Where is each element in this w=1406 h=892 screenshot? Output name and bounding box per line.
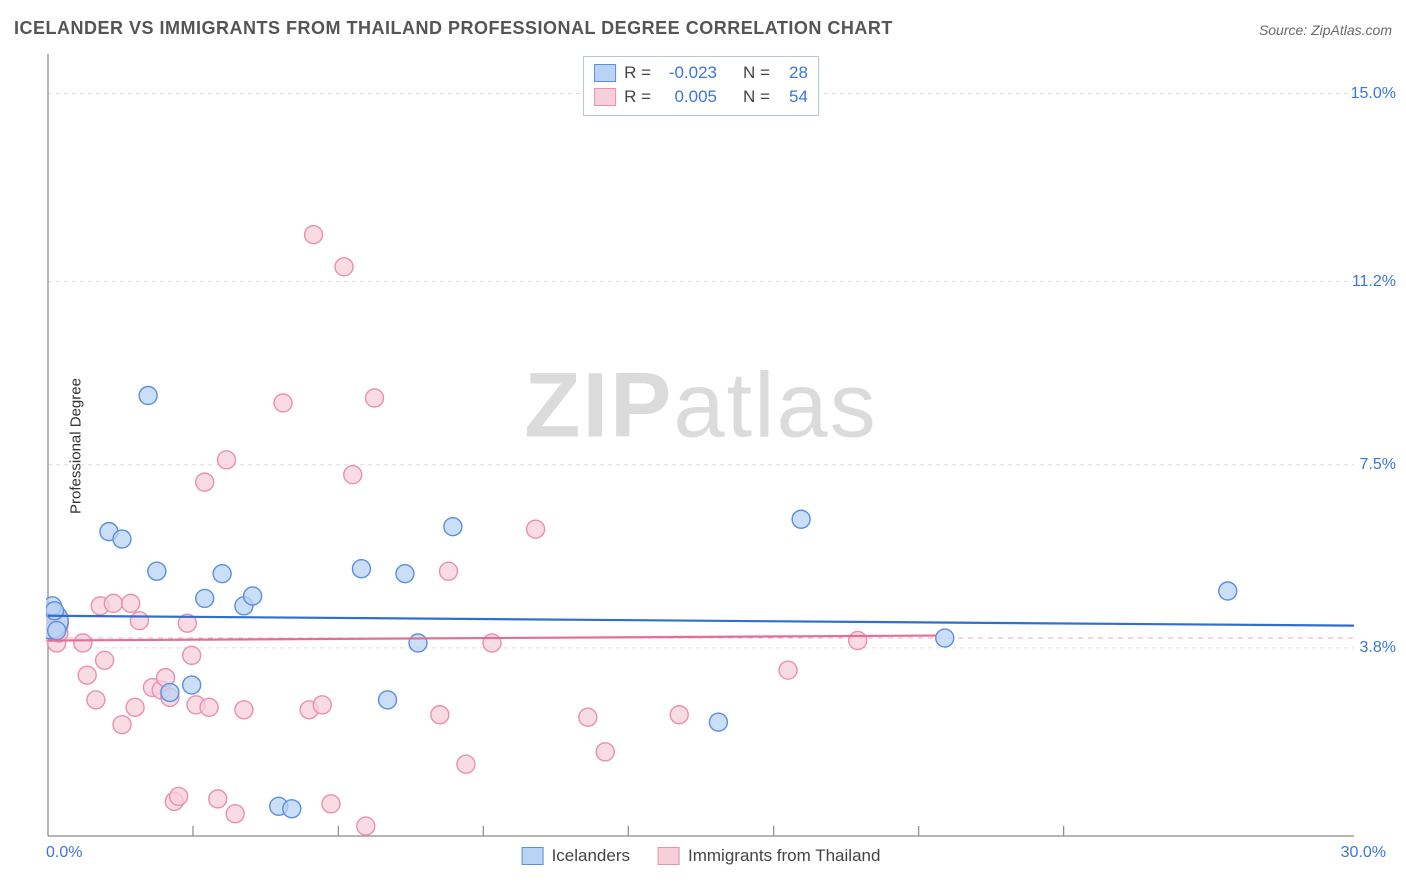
chart-area: ZIPatlas R =-0.023N =28R =0.005N =54 0.0… xyxy=(46,50,1356,840)
legend-item: Immigrants from Thailand xyxy=(658,846,880,866)
stat-n-label: N = xyxy=(743,61,770,85)
stats-legend-row: R = -0.023 N = 28 xyxy=(594,61,808,85)
stat-r-value: -0.023 xyxy=(659,61,717,85)
stats-legend: R = -0.023 N = 28 R = 0.005 N = 54 xyxy=(583,56,819,116)
legend-swatch-icon xyxy=(658,847,680,865)
stat-r-label: R = xyxy=(624,85,651,109)
scatter-chart xyxy=(46,50,1356,840)
legend-item: Icelanders xyxy=(522,846,630,866)
stat-n-value: 28 xyxy=(778,61,808,85)
stat-r-value: 0.005 xyxy=(659,85,717,109)
series-legend: Icelanders Immigrants from Thailand xyxy=(522,846,881,866)
legend-swatch-icon xyxy=(522,847,544,865)
x-axis-min-label: 0.0% xyxy=(46,844,82,862)
legend-swatch-icon xyxy=(594,64,616,82)
y-tick-label: 15.0% xyxy=(1351,85,1396,103)
legend-label: Immigrants from Thailand xyxy=(688,846,880,866)
y-tick-label: 3.8% xyxy=(1360,639,1396,657)
stat-r-label: R = xyxy=(624,61,651,85)
source-attr: Source: ZipAtlas.com xyxy=(1259,22,1392,38)
stat-n-label: N = xyxy=(743,85,770,109)
page-title: ICELANDER VS IMMIGRANTS FROM THAILAND PR… xyxy=(14,18,893,39)
stats-legend-row: R = 0.005 N = 54 xyxy=(594,85,808,109)
legend-label: Icelanders xyxy=(552,846,630,866)
y-tick-label: 11.2% xyxy=(1352,273,1396,291)
x-axis-max-label: 30.0% xyxy=(1341,844,1386,862)
y-tick-label: 7.5% xyxy=(1360,456,1396,474)
stat-n-value: 54 xyxy=(778,85,808,109)
legend-swatch-icon xyxy=(594,88,616,106)
